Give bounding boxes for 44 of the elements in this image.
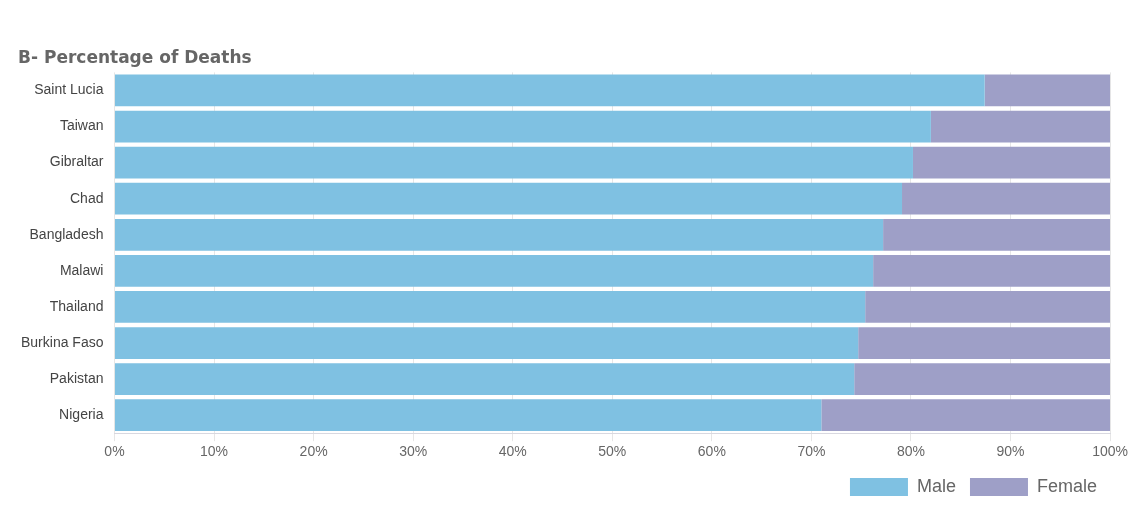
- bar: [114, 218, 884, 251]
- bar: [854, 363, 1111, 395]
- x-tick-label: 40%: [498, 443, 527, 460]
- x-tick-label: 10%: [200, 443, 229, 460]
- y-tick-label: Taiwan: [59, 117, 104, 134]
- x-tick-label: 90%: [996, 443, 1025, 460]
- chart-title: B- Percentage of Deaths: [18, 46, 252, 67]
- y-tick-label: Malawi: [59, 261, 104, 278]
- bar: [858, 327, 1111, 359]
- legend-label: Female: [1036, 475, 1098, 496]
- bar: [114, 110, 931, 143]
- x-tick-label: 100%: [1092, 443, 1128, 460]
- bar: [114, 327, 859, 359]
- bar: [114, 254, 874, 287]
- bar: [912, 146, 1111, 179]
- bar: [114, 399, 822, 432]
- bar: [883, 218, 1111, 251]
- x-tick-label: 0%: [104, 443, 125, 460]
- y-tick-label: Bangladesh: [29, 225, 104, 242]
- bar: [873, 254, 1111, 287]
- x-tick-label: 80%: [896, 443, 925, 460]
- y-tick-label: Saint Lucia: [34, 81, 104, 98]
- bar: [821, 399, 1111, 432]
- y-tick-label: Burkina Faso: [21, 333, 104, 350]
- bar: [865, 291, 1111, 323]
- bar: [902, 182, 1111, 215]
- bar: [984, 74, 1111, 107]
- x-tick-label: 30%: [399, 443, 428, 460]
- bar: [114, 363, 855, 395]
- y-tick-label: Thailand: [49, 297, 104, 314]
- legend-label: Male: [916, 475, 956, 496]
- x-tick-label: 20%: [299, 443, 328, 460]
- bar: [114, 291, 866, 323]
- x-tick-label: 70%: [797, 443, 826, 460]
- bar: [930, 110, 1111, 143]
- y-tick-label: Pakistan: [49, 369, 104, 386]
- x-tick-label: 60%: [697, 443, 726, 460]
- y-tick-label: Gibraltar: [49, 153, 104, 170]
- bar: [114, 74, 985, 107]
- bar: [114, 146, 913, 179]
- bar: [114, 182, 903, 215]
- x-tick-label: 50%: [598, 443, 627, 460]
- y-tick-label: Chad: [70, 189, 104, 206]
- y-tick-label: Nigeria: [59, 406, 104, 423]
